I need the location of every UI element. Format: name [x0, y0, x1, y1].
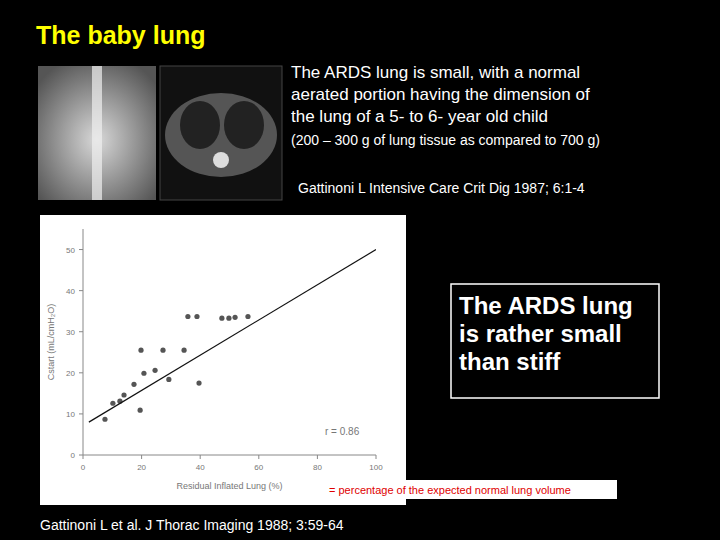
- x-tick: [258, 455, 259, 459]
- y-tick: [79, 290, 83, 291]
- slide: The baby lung The ARDS lung is small, wit…: [0, 0, 720, 540]
- x-tick-label: 20: [137, 463, 146, 472]
- point: [226, 316, 231, 321]
- annotation: r = 0.86: [325, 426, 360, 437]
- x-tick-label: 0: [81, 463, 86, 472]
- y-tick-label: 50: [66, 246, 75, 255]
- ct-lung-right: [224, 101, 264, 149]
- point: [185, 314, 190, 319]
- x-axis: [83, 455, 376, 456]
- y-tick: [79, 413, 83, 414]
- x-tick-label: 40: [196, 463, 205, 472]
- ct-image: [160, 66, 282, 200]
- x-tick-label: 60: [254, 463, 263, 472]
- y-tick-label: 20: [66, 369, 75, 378]
- point: [138, 348, 143, 353]
- point: [102, 417, 107, 422]
- xray-image: [38, 66, 156, 200]
- point: [152, 368, 157, 373]
- footnote-bg: [325, 480, 617, 499]
- background: [0, 0, 720, 540]
- description-line: aerated portion having the dimension of: [291, 85, 590, 104]
- point: [245, 314, 250, 319]
- point: [110, 401, 115, 406]
- y-axis-label: Cstart (mL/cmH₂O): [46, 304, 56, 381]
- x-axis-label: Residual Inflated Lung (%): [176, 481, 282, 491]
- point: [181, 348, 186, 353]
- description-line: The ARDS lung is small, with a normal: [291, 63, 580, 82]
- y-tick-label: 30: [66, 328, 75, 337]
- xray-spine: [92, 66, 102, 200]
- point: [141, 371, 146, 376]
- point: [160, 348, 165, 353]
- description-line: the lung of a 5- to 6- year old child: [291, 107, 548, 126]
- point: [219, 316, 224, 321]
- y-tick: [79, 331, 83, 332]
- y-tick-label: 0: [71, 451, 76, 460]
- ct-lung-left: [180, 101, 220, 149]
- statement-line: The ARDS lung: [459, 292, 633, 319]
- footnote: = percentage of the expected normal lung…: [329, 484, 571, 496]
- point: [194, 314, 199, 319]
- y-tick: [79, 455, 83, 456]
- y-axis: [83, 229, 84, 455]
- x-tick: [376, 455, 377, 459]
- subtext: (200 – 300 g of lung tissue as compared …: [291, 132, 600, 148]
- x-tick: [317, 455, 318, 459]
- marks: [89, 250, 376, 423]
- fit-line: [89, 250, 376, 423]
- ct-body: [165, 93, 277, 177]
- title: The baby lung: [36, 21, 205, 49]
- statement-line: than stiff: [459, 348, 561, 375]
- point: [131, 382, 136, 387]
- citation: Gattinoni L et al. J Thorac Imaging 1988…: [40, 517, 344, 533]
- y-tick: [79, 249, 83, 250]
- point: [138, 408, 143, 413]
- x-tick-label: 100: [369, 463, 383, 472]
- y-tick-label: 40: [66, 287, 75, 296]
- point: [196, 380, 201, 385]
- ct-spine: [213, 152, 229, 168]
- x-tick: [83, 455, 84, 459]
- y-tick: [79, 372, 83, 373]
- citation: Gattinoni L Intensive Care Crit Dig 1987…: [298, 180, 585, 196]
- chart-panel: [40, 215, 406, 505]
- point: [232, 315, 237, 320]
- x-tick-label: 80: [313, 463, 322, 472]
- x-tick: [141, 455, 142, 459]
- statement-line: is rather small: [459, 320, 622, 347]
- point: [121, 392, 126, 397]
- x-tick: [200, 455, 201, 459]
- statement-box: [451, 284, 659, 398]
- y-tick-label: 10: [66, 410, 75, 419]
- point: [166, 377, 171, 382]
